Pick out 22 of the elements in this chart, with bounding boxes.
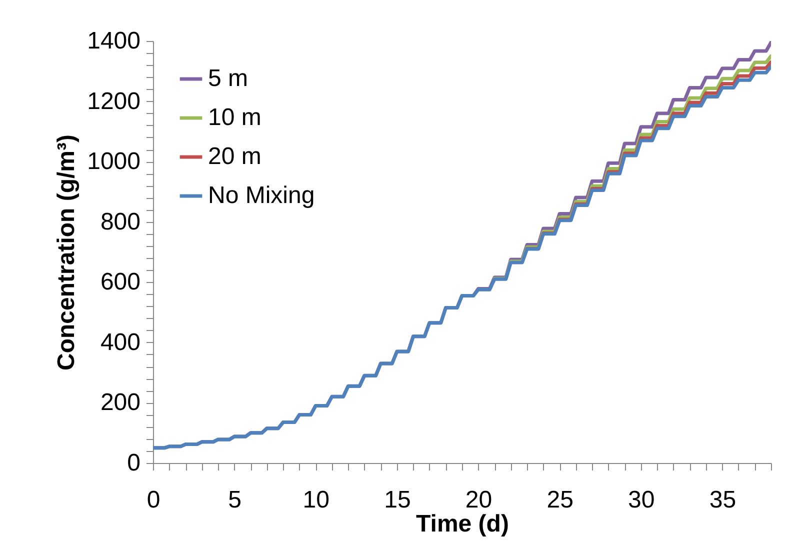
- x-tick-label: 0: [146, 486, 160, 514]
- y-tick-label: 600: [100, 268, 140, 296]
- legend-label: 5 m: [208, 65, 248, 92]
- x-tick-label: 5: [228, 486, 242, 514]
- legend-label: No Mixing: [208, 182, 315, 209]
- y-tick-label: 800: [100, 208, 140, 236]
- x-tick-label: 25: [546, 486, 574, 514]
- legend-label: 10 m: [208, 104, 262, 131]
- x-tick-label: 15: [384, 486, 411, 514]
- y-tick-label: 1200: [87, 88, 140, 115]
- x-axis-title: Time (d): [416, 510, 509, 538]
- y-tick-label: 0: [127, 450, 140, 476]
- y-tick-label: 1000: [87, 148, 140, 176]
- y-tick-label: 400: [100, 328, 140, 356]
- x-tick-label: 35: [709, 486, 736, 514]
- legend-label: 20 m: [208, 143, 262, 170]
- x-tick-label: 20: [465, 486, 492, 514]
- x-tick-label: 10: [302, 486, 330, 514]
- y-tick-label: 200: [100, 389, 140, 416]
- y-tick-label: 1400: [87, 28, 140, 54]
- x-tick-label: 30: [628, 486, 655, 514]
- y-axis-title: Concentration (g/m³): [53, 134, 80, 370]
